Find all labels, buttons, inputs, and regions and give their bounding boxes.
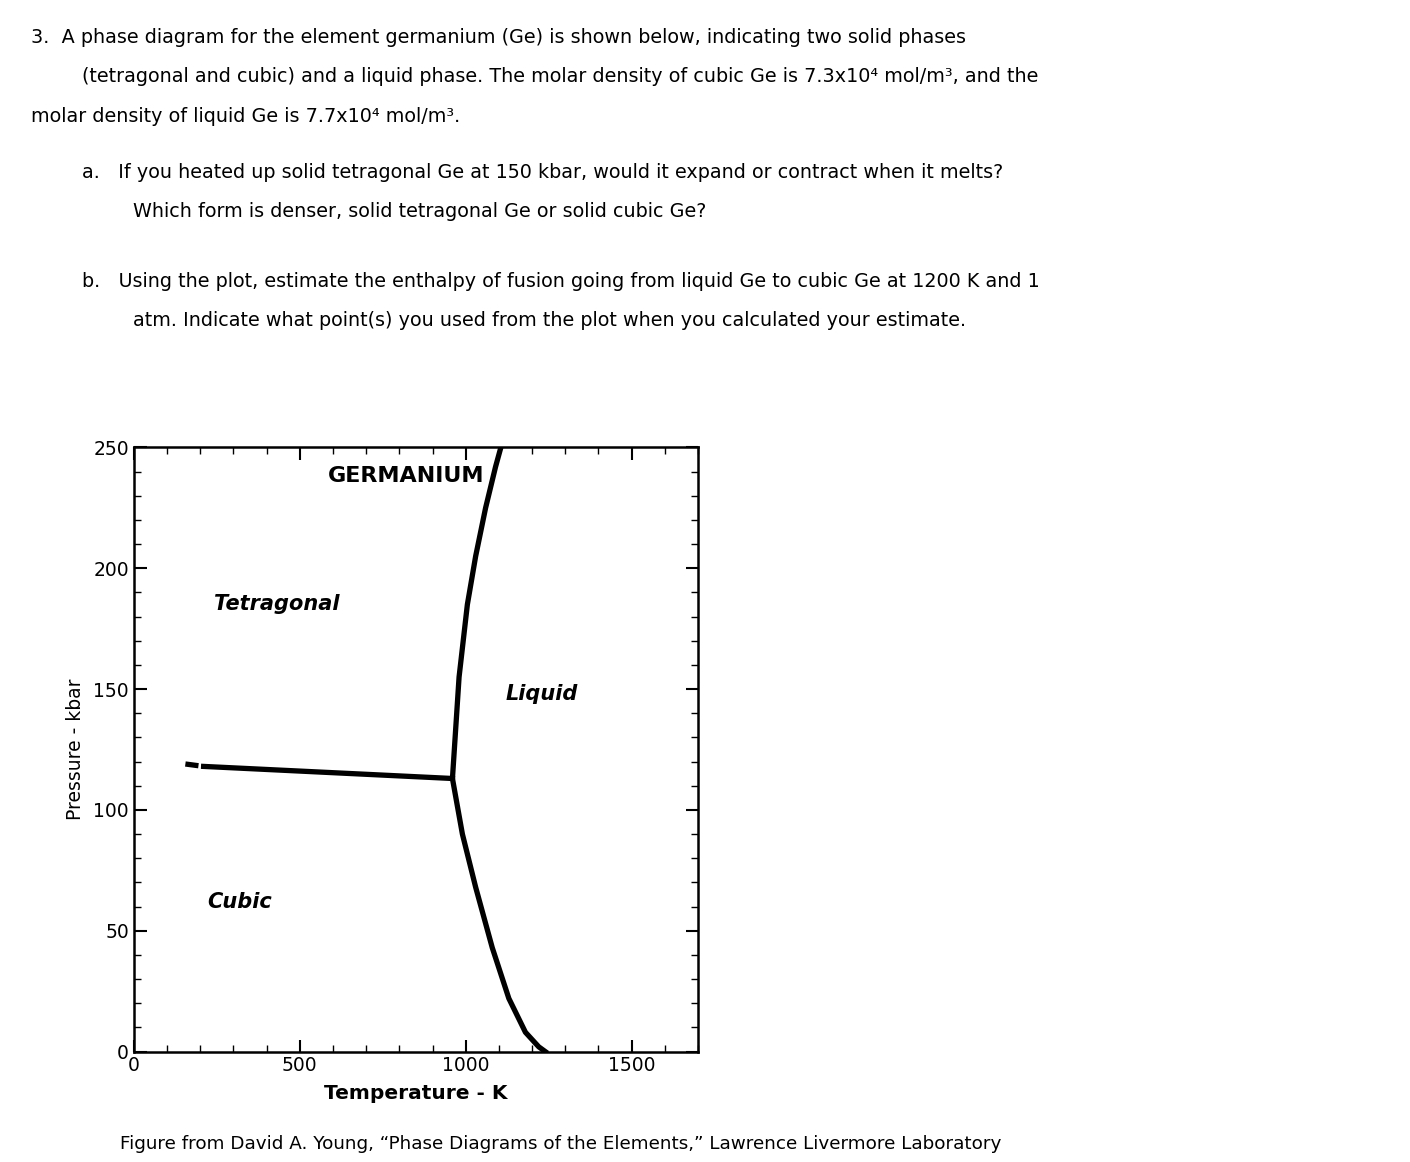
Text: molar density of liquid Ge is 7.7x10⁴ mol/m³.: molar density of liquid Ge is 7.7x10⁴ mo… — [31, 107, 460, 125]
Y-axis label: Pressure - kbar: Pressure - kbar — [66, 679, 85, 820]
Text: atm. Indicate what point(s) you used from the plot when you calculated your esti: atm. Indicate what point(s) you used fro… — [133, 311, 966, 330]
Text: Tetragonal: Tetragonal — [214, 595, 340, 615]
Text: Figure from David A. Young, “Phase Diagrams of the Elements,” Lawrence Livermore: Figure from David A. Young, “Phase Diagr… — [120, 1135, 1001, 1153]
Text: (tetragonal and cubic) and a liquid phase. The molar density of cubic Ge is 7.3x: (tetragonal and cubic) and a liquid phas… — [82, 67, 1038, 86]
Text: Cubic: Cubic — [207, 891, 272, 912]
Text: a.   If you heated up solid tetragonal Ge at 150 kbar, would it expand or contra: a. If you heated up solid tetragonal Ge … — [82, 163, 1003, 181]
Text: GERMANIUM: GERMANIUM — [327, 466, 484, 487]
Text: Which form is denser, solid tetragonal Ge or solid cubic Ge?: Which form is denser, solid tetragonal G… — [133, 202, 706, 221]
Text: 3.  A phase diagram for the element germanium (Ge) is shown below, indicating tw: 3. A phase diagram for the element germa… — [31, 28, 966, 46]
Text: Liquid: Liquid — [506, 684, 578, 704]
Text: b.   Using the plot, estimate the enthalpy of fusion going from liquid Ge to cub: b. Using the plot, estimate the enthalpy… — [82, 272, 1039, 290]
X-axis label: Temperature - K: Temperature - K — [324, 1084, 508, 1103]
